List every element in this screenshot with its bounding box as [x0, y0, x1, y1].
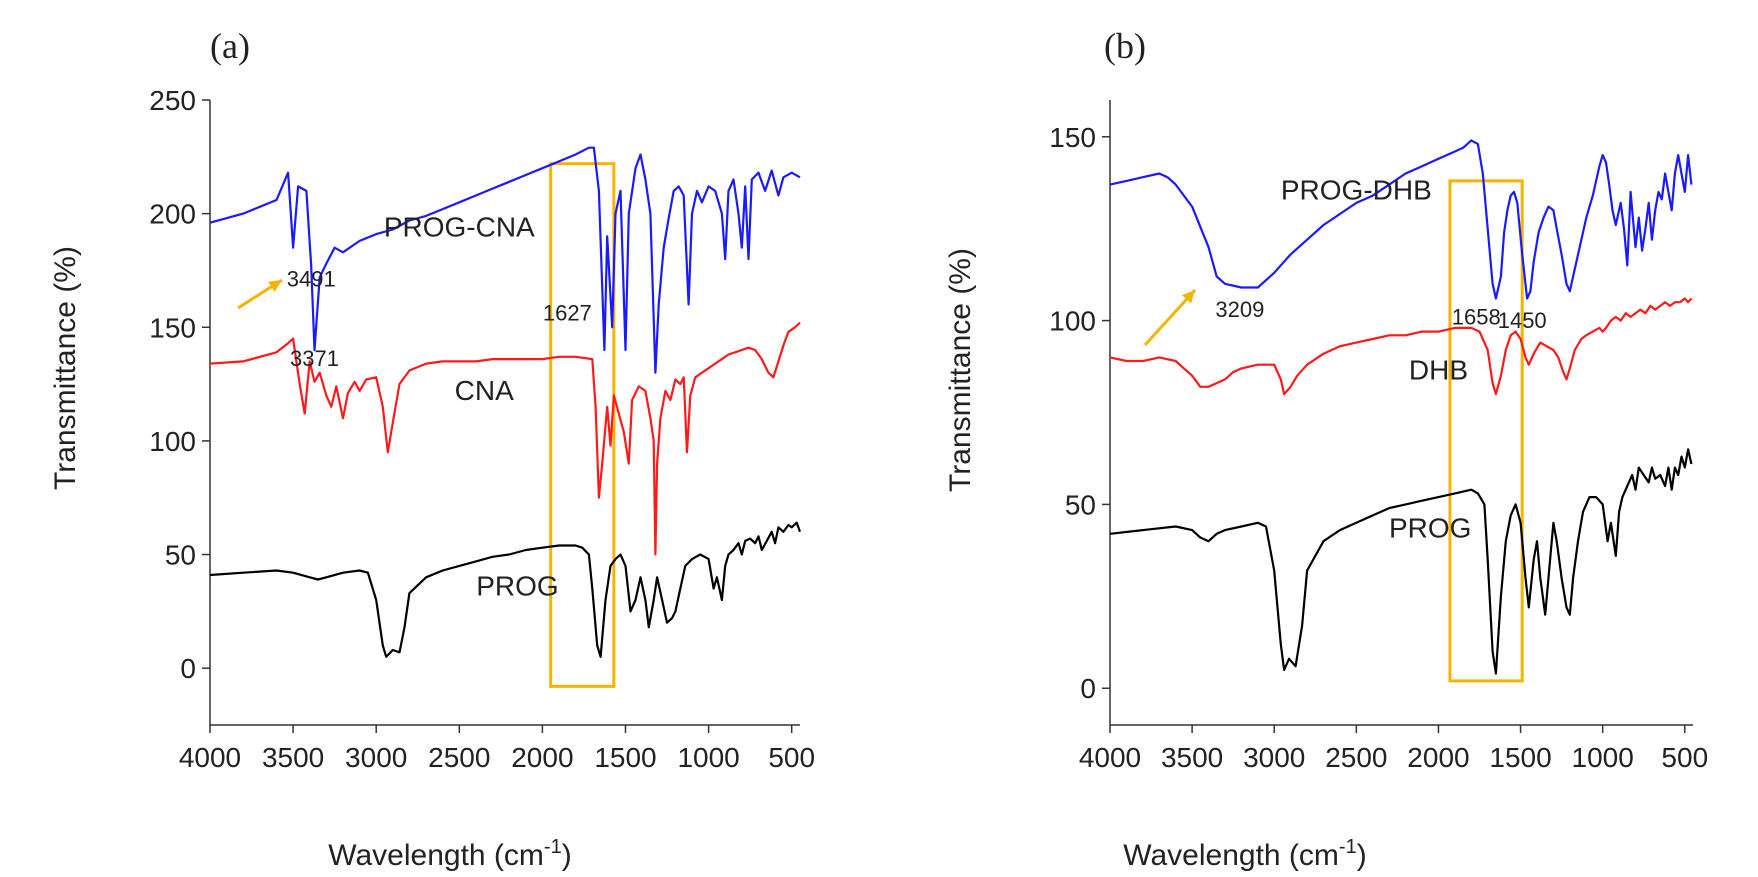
panel-a-x-tick-label: 1000: [677, 742, 739, 773]
panel-b-x-tick-label: 3500: [1161, 742, 1223, 773]
panel-b-x-axis-title: Wavelength (cm-1): [1123, 836, 1366, 872]
panel-b-series-label-dhb: DHB: [1409, 354, 1468, 385]
panel-a-series-cna: [209, 321, 801, 556]
panel-b-x-tick-label: 500: [1661, 742, 1708, 773]
panel-a-x-tick-label: 4000: [179, 742, 241, 773]
panel-b-label: (b): [1104, 26, 1146, 66]
panel-a-peak-annotation: 3371: [290, 346, 339, 371]
panel-a-arrow-head: [268, 280, 282, 292]
panel-a-series-prog-cna: [209, 146, 801, 374]
panel-a-axes: 0 50 100 150 200 250 4000 3500 3000 2500 2000 1500 1…: [149, 85, 815, 773]
panel-a-series-label-cna: CNA: [455, 375, 514, 406]
panel-b-y-tick-label: 50: [1065, 489, 1096, 520]
panel-a-x-tick-label: 500: [768, 742, 815, 773]
panel-a-peak-annotation: 1627: [543, 300, 592, 325]
panel-a-x-tick-label: 2500: [428, 742, 490, 773]
panel-b-x-tick-label: 4000: [1079, 742, 1141, 773]
panel-b-x-tick-label: 2000: [1407, 742, 1469, 773]
panel-a-peak-annotation: 3491: [287, 266, 336, 291]
panel-a-label: (a): [210, 26, 250, 66]
panel-a-y-tick-label: 200: [149, 199, 196, 230]
panel-b-x-tick-label: 1000: [1572, 742, 1634, 773]
panel-a-x-axis-title: Wavelength (cm-1): [328, 836, 571, 872]
panel-a-y-tick-label: 100: [149, 426, 196, 457]
panel-b-x-tick-label: 1500: [1489, 742, 1551, 773]
panel-a-series-label-prog: PROG: [476, 570, 558, 601]
panel-b-series-label-prog-dhb: PROG-DHB: [1281, 174, 1432, 205]
panel-b-x-axis-title-sup: -1: [1339, 836, 1357, 858]
panel-a-x-tick-label: 3000: [345, 742, 407, 773]
panel-a-y-tick-label: 150: [149, 312, 196, 343]
panel-b-x-tick-label: 2500: [1325, 742, 1387, 773]
panel-b-peak-annotation: 1450: [1498, 308, 1547, 333]
panel-b-y-tick-label: 150: [1049, 122, 1096, 153]
panel-a-highlight-box: [549, 162, 616, 688]
panel-a-x-axis-title-sup: -1: [544, 836, 562, 858]
panel-b-arrow-head: [1182, 290, 1195, 304]
panel-b-peak-annotation: 3209: [1215, 297, 1264, 322]
panel-a-x-tick-label: 2000: [511, 742, 573, 773]
panel-a-x-axis-title-close: ): [562, 839, 572, 872]
panel-b-series-prog: [1109, 448, 1693, 675]
panel-a-y-tick-label: 0: [180, 653, 196, 684]
panel-b-series-dhb: [1109, 297, 1693, 396]
panel-a-x-tick-label: 1500: [594, 742, 656, 773]
panel-b-peak-annotation: 1658: [1452, 304, 1501, 329]
panel-b-y-tick-label: 100: [1049, 306, 1096, 337]
panel-b-y-axis-title: Transmittance (%): [944, 248, 977, 492]
panel-b-x-axis-title-main: Wavelength (cm: [1123, 839, 1339, 872]
panel-a-series-prog: [209, 521, 802, 658]
panel-a-x-tick-label: 3500: [262, 742, 324, 773]
panel-a-y-axis-title: Transmittance (%): [49, 246, 82, 490]
panel-b-axes: 0 50 100 150 4000 3500 3000 2500 2000 1500 1000 500: [1049, 100, 1708, 773]
panel-a-chart: (a) 0 50 100 150 200 250 4000 3500 3000 2500 2000 1…: [49, 26, 815, 872]
panel-b-highlight-box: [1448, 179, 1524, 683]
panel-b-x-tick-label: 3000: [1243, 742, 1305, 773]
panel-a-series-label-prog-cna: PROG-CNA: [384, 211, 535, 242]
panel-a-y-tick-label: 250: [149, 85, 196, 116]
panel-b-series-label-prog: PROG: [1389, 513, 1471, 544]
panel-a-y-tick-label: 50: [165, 540, 196, 571]
panel-b-series-prog-dhb: [1109, 139, 1693, 300]
panel-b-y-tick-label: 0: [1080, 673, 1096, 704]
panel-b-x-axis-title-close: ): [1357, 839, 1367, 872]
panel-a-x-axis-title-main: Wavelength (cm: [328, 839, 544, 872]
panel-b-chart: (b) 0 50 100 150 4000 3500 3000 2500 2000 1500 100…: [944, 26, 1708, 872]
